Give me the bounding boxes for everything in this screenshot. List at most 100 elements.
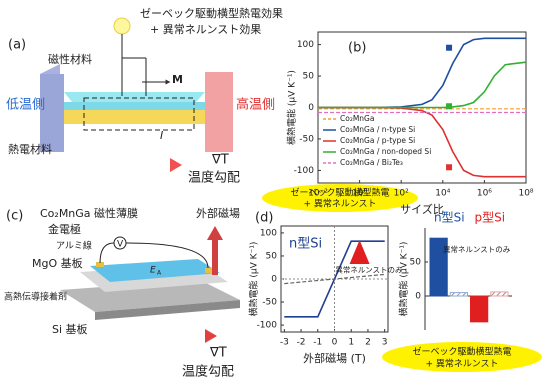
category-label: p型Si (474, 211, 505, 225)
electrode (96, 262, 104, 267)
annotation: 異常ネルンストのみ (443, 245, 511, 254)
y-tick-label: -100 (294, 166, 315, 176)
callout-line: + 異常ネルンスト (303, 198, 376, 210)
x-tick-label: 10⁶ (477, 189, 492, 199)
callout-line: + 異常ネルンスト (425, 358, 498, 370)
si-label: Si 基板 (52, 322, 88, 336)
arrowhead (205, 329, 217, 343)
x-tick-label: 10² (394, 189, 409, 199)
inside-label: n型Si (289, 237, 322, 252)
callout-line: ゼーベック駆動横型熱電 (290, 187, 389, 199)
magnet-layer (64, 102, 205, 110)
category-label: n型Si (434, 211, 465, 225)
legend-label: Co₂MnGa / non-doped Si (340, 147, 431, 156)
adhesive-label: 高熱伝導接着剤 (4, 291, 67, 303)
callout (262, 184, 418, 212)
gradient: ∇T (211, 153, 229, 168)
hot-side: 高温側 (236, 97, 275, 113)
data-point (446, 164, 453, 171)
y-tick-label: 50 (266, 251, 278, 261)
arrowhead (170, 158, 182, 172)
annotation: 異常ネルンストのみ (335, 266, 403, 275)
y-tick-label: 0 (308, 103, 314, 113)
legend-label: Co₂MnGa / n-type Si (340, 125, 415, 134)
gradient-label: 温度勾配 (182, 364, 234, 380)
legend-label: Co₂MnGa / Bi₂Te₃ (340, 158, 403, 167)
y-tick-label: -100 (257, 321, 278, 331)
cold-block-face (40, 74, 64, 152)
current-loop (83, 97, 195, 131)
panel-label: (c) (6, 209, 23, 224)
callout-line: ゼーベック駆動横型熱電 (412, 346, 511, 358)
panel-a: (a) ゼーベック駆動横型熱電効果 + 異常ネルンスト効果 磁性材料 M 低温側… (6, 6, 283, 186)
panel-label: (a) (8, 38, 26, 53)
x-tick-label: 3 (382, 338, 388, 348)
field-arrow (349, 240, 370, 264)
field-e: E (150, 266, 156, 276)
y-axis-label: 横熱電能 (μV K⁻¹) (398, 242, 410, 317)
magnet-top (64, 92, 205, 102)
y-tick-label: 50 (303, 72, 315, 82)
y-tick-label: 100 (297, 40, 314, 50)
y-tick-label: -50 (299, 134, 314, 144)
y-tick-label: -50 (262, 298, 277, 308)
gradient-label: 温度勾配 (188, 170, 240, 186)
y-tick-label: 50 (410, 258, 422, 268)
data-point (446, 44, 453, 51)
x-tick-label: 10⁻² (308, 189, 328, 199)
x-tick-label: -3 (280, 338, 289, 348)
external-field: 外部磁場 (196, 206, 240, 220)
y-tick-label: 0 (415, 292, 421, 302)
y-axis-label: 横熱電能 (μV K⁻¹) (248, 242, 260, 317)
current: I (160, 129, 163, 142)
wire-label: アルミ線 (56, 240, 92, 252)
thermo-material: 熱電材料 (8, 142, 52, 156)
electrode-label: 金電極 (48, 222, 81, 236)
effect-title: ゼーベック駆動横型熱電効果 (140, 6, 283, 20)
panel-d: (d) ゼーベック駆動横型熱電 + 異常ネルンスト ゼーベック駆動横型熱電 + … (255, 184, 542, 372)
panel-label: (d) (255, 211, 273, 226)
bulb (113, 17, 131, 35)
series-line (318, 61, 527, 109)
gradient: ∇T (209, 346, 227, 361)
bar (449, 292, 468, 297)
x-tick-label: 0 (332, 338, 338, 348)
field-e-sub: A (157, 270, 162, 277)
legend-label: Co₂MnGa (340, 114, 374, 123)
si-side (95, 300, 240, 320)
electrode (205, 268, 213, 273)
x-tick-label: 10⁸ (518, 189, 533, 199)
x-tick-label: 1 (348, 338, 354, 348)
arrowhead (207, 226, 223, 240)
series-line (284, 273, 385, 285)
bar (490, 291, 509, 297)
voltage: V (117, 240, 124, 250)
cold-side: 低温側 (6, 98, 45, 113)
magnetic-material: 磁性材料 (48, 52, 92, 66)
x-tick-label: -2 (297, 338, 306, 348)
x-axis-label: サイズ比 (400, 202, 444, 216)
x-axis-label: 外部磁場 (T) (303, 351, 366, 365)
y-axis-label: 横熱電能 (μV K⁻¹) (286, 70, 298, 145)
effect-subtitle: + 異常ネルンスト効果 (150, 22, 261, 36)
x-tick-label: 2 (365, 338, 371, 348)
bar (470, 295, 489, 323)
thermo-layer (64, 110, 205, 124)
y-tick-label: 100 (260, 228, 277, 238)
film (90, 259, 220, 282)
panel-c: (c) Co₂MnGa 磁性薄膜 金電極 アルミ線 MgO 基板 高熱伝導接着剤… (4, 206, 240, 380)
wire (99, 242, 209, 269)
hot-block (205, 72, 233, 152)
data-point (446, 103, 453, 110)
x-tick-label: 10⁰ (352, 189, 367, 199)
x-tick-label: 10⁴ (435, 189, 450, 199)
bar (429, 237, 448, 297)
x-tick-label: -1 (313, 338, 322, 348)
film-label: Co₂MnGa 磁性薄膜 (40, 206, 138, 220)
legend-label: Co₂MnGa / p-type Si (340, 136, 415, 145)
magnetization: M (172, 73, 183, 86)
y-tick-label: 0 (271, 275, 277, 285)
substrate-label: MgO 基板 (32, 256, 83, 270)
panel-label: (b) (348, 41, 366, 56)
